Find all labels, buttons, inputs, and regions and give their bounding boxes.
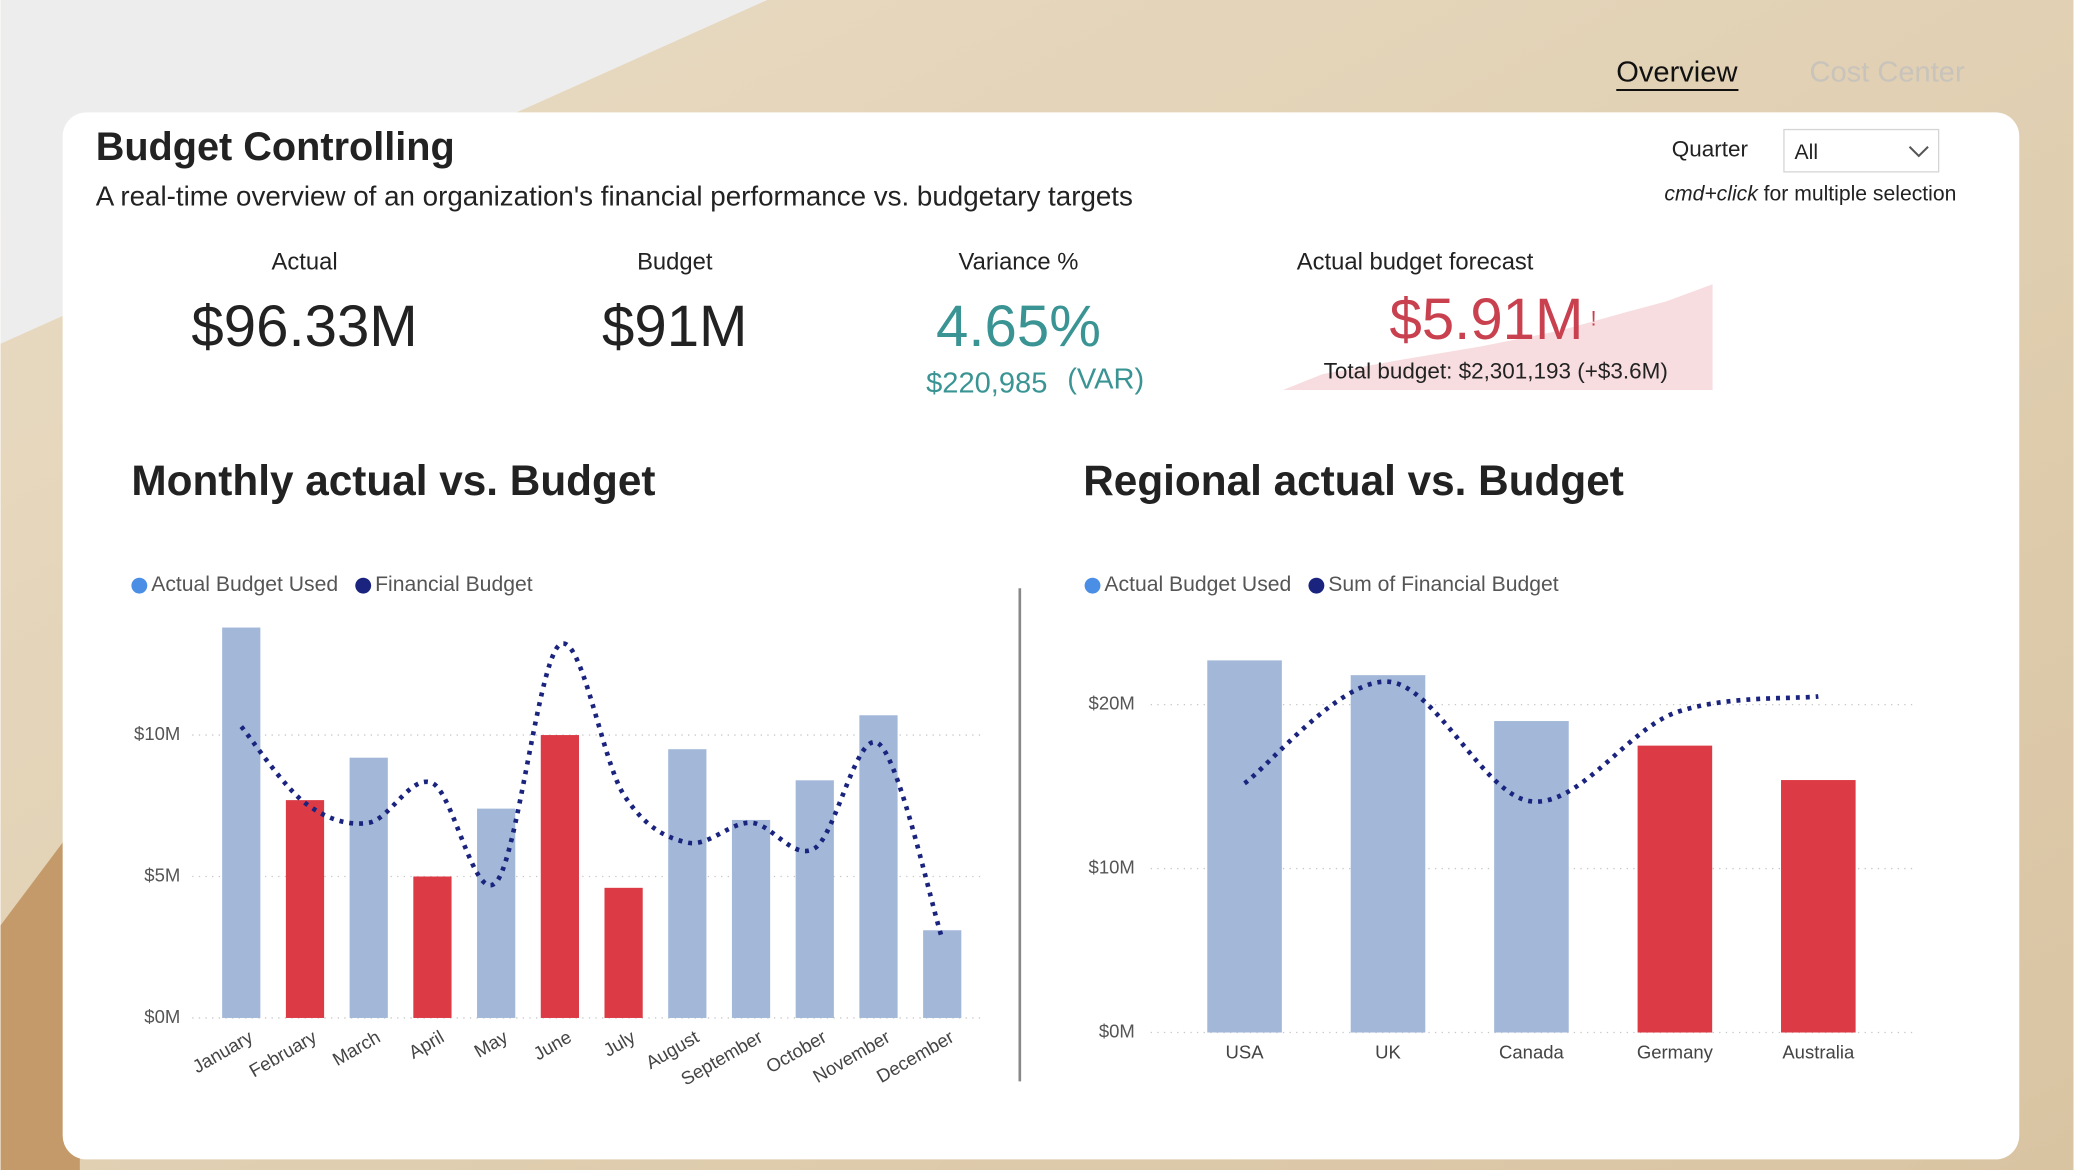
- bar: [604, 887, 643, 1018]
- bar: [1350, 675, 1426, 1033]
- kpi-value: $91M: [602, 294, 747, 359]
- hint-text: for multiple selection: [1764, 182, 1957, 205]
- kpi-sub-label: (VAR): [1067, 363, 1144, 395]
- kpi-label: Actual budget forecast: [1297, 248, 1534, 275]
- x-tick-label: UK: [1375, 1042, 1401, 1063]
- bar: [1494, 721, 1569, 1033]
- bar: [349, 757, 388, 1018]
- bar: [1207, 660, 1282, 1033]
- x-tick-label: Germany: [1637, 1042, 1714, 1063]
- kpi-value: $5.91M: [1389, 287, 1583, 352]
- kpi-label: Budget: [637, 248, 713, 275]
- legend-marker: [355, 577, 372, 594]
- bar: [477, 808, 516, 1018]
- filter-value[interactable]: All: [1795, 141, 1819, 164]
- x-tick-label: USA: [1226, 1042, 1265, 1063]
- page-subtitle: A real-time overview of an organization'…: [96, 181, 1133, 212]
- nav-tab[interactable]: Overview: [1616, 57, 1738, 89]
- bar: [668, 749, 707, 1018]
- filter-label: Quarter: [1672, 137, 1749, 162]
- x-tick-label: Canada: [1499, 1042, 1565, 1063]
- legend-label: Actual Budget Used: [151, 573, 338, 596]
- kpi-value: $96.33M: [191, 294, 417, 359]
- x-tick-label: Australia: [1782, 1042, 1855, 1063]
- kpi-flag: !: [1591, 308, 1597, 331]
- cork-decor: [0, 819, 80, 1170]
- legend-marker: [131, 577, 148, 594]
- y-tick-label: $10M: [134, 723, 180, 744]
- bar: [731, 819, 771, 1018]
- bar: [285, 800, 325, 1018]
- bar: [1637, 745, 1713, 1033]
- bar: [1781, 780, 1856, 1033]
- bar: [222, 627, 261, 1018]
- kpi-label: Actual: [272, 248, 338, 275]
- bar: [859, 715, 898, 1018]
- nav-tab[interactable]: Cost Center: [1809, 57, 1964, 89]
- y-tick-label: $20M: [1089, 693, 1135, 714]
- y-tick-label: $10M: [1089, 856, 1135, 877]
- y-tick-label: $0M: [1099, 1020, 1135, 1041]
- kpi-sub-value: $220,985: [926, 367, 1047, 399]
- bar: [540, 735, 579, 1018]
- nav: Overview Cost Center: [1616, 57, 1965, 89]
- bar: [923, 930, 962, 1018]
- line: [1243, 679, 1819, 804]
- chart-title: Monthly actual vs. Budget: [131, 457, 655, 504]
- chart-title: Regional actual vs. Budget: [1083, 457, 1624, 504]
- legend-label: Actual Budget Used: [1104, 573, 1291, 596]
- line: [239, 641, 945, 940]
- kpi-note: Total budget: $2,301,193 (+$3.6M): [1324, 359, 1668, 384]
- forecast-sparkline: [1282, 284, 1713, 390]
- page-title: Budget Controlling: [96, 125, 455, 169]
- filter-hint: cmd+click for multiple selection: [1664, 182, 1956, 205]
- y-tick-label: $5M: [144, 864, 180, 885]
- y-tick-label: $0M: [144, 1006, 180, 1027]
- legend-marker: [1308, 577, 1325, 594]
- bar: [795, 780, 834, 1018]
- kpi-label: Variance %: [959, 248, 1079, 275]
- dropdown-chevron[interactable]: [1908, 146, 1929, 158]
- kpi-value: 4.65%: [936, 294, 1101, 359]
- legend-marker: [1084, 577, 1101, 594]
- legend-label: Sum of Financial Budget: [1328, 573, 1558, 596]
- legend-label: Financial Budget: [375, 573, 533, 596]
- hint-key: cmd+click: [1664, 182, 1759, 205]
- bar: [413, 876, 452, 1018]
